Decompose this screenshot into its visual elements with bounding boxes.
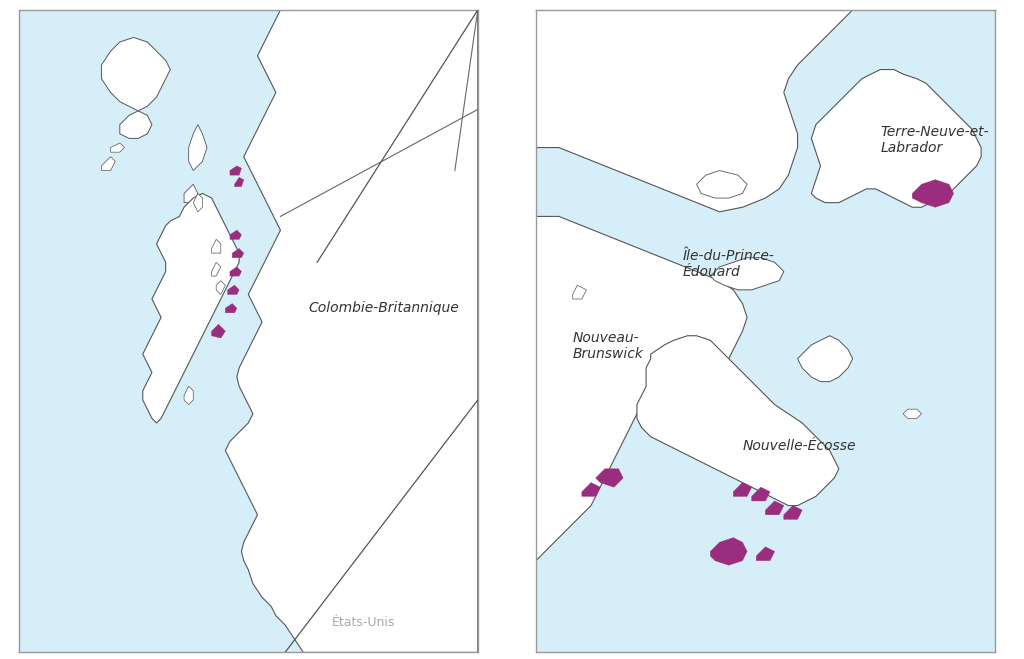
Polygon shape (230, 267, 242, 276)
Polygon shape (179, 216, 194, 230)
Polygon shape (230, 230, 242, 239)
Polygon shape (912, 180, 953, 207)
Polygon shape (225, 304, 237, 313)
Polygon shape (120, 111, 152, 138)
Polygon shape (101, 38, 170, 111)
Polygon shape (711, 538, 748, 565)
Polygon shape (184, 386, 194, 405)
Polygon shape (903, 409, 922, 418)
Polygon shape (184, 185, 198, 203)
Polygon shape (596, 469, 624, 487)
Polygon shape (101, 157, 116, 171)
Polygon shape (637, 335, 839, 505)
Text: Colombie-Britannique: Colombie-Britannique (308, 301, 459, 315)
Polygon shape (194, 194, 203, 212)
Polygon shape (216, 281, 225, 295)
Polygon shape (142, 194, 240, 423)
Polygon shape (230, 166, 242, 175)
Polygon shape (227, 285, 240, 295)
Polygon shape (766, 501, 783, 515)
Text: États-Unis: États-Unis (332, 616, 394, 629)
Polygon shape (234, 177, 244, 186)
Polygon shape (757, 547, 774, 561)
Polygon shape (212, 324, 225, 338)
Polygon shape (696, 171, 748, 198)
Polygon shape (752, 487, 770, 501)
Polygon shape (572, 285, 587, 299)
Polygon shape (582, 482, 600, 496)
Polygon shape (536, 216, 748, 652)
Polygon shape (711, 258, 783, 290)
Polygon shape (170, 239, 184, 253)
Polygon shape (811, 70, 981, 207)
Polygon shape (232, 248, 244, 258)
Polygon shape (225, 10, 478, 652)
Polygon shape (783, 505, 802, 519)
Text: Nouvelle-Écosse: Nouvelle-Écosse (742, 439, 856, 453)
Polygon shape (212, 239, 221, 253)
Polygon shape (798, 335, 853, 382)
Polygon shape (188, 125, 207, 171)
Polygon shape (212, 262, 221, 276)
Polygon shape (733, 482, 752, 496)
Text: Nouveau-
Brunswick: Nouveau- Brunswick (572, 331, 643, 361)
Polygon shape (536, 10, 853, 212)
Polygon shape (111, 143, 124, 152)
Text: Terre-Neuve-et-
Labrador: Terre-Neuve-et- Labrador (881, 125, 989, 155)
Text: Île-du-Prince-
Édouard: Île-du-Prince- Édouard (683, 248, 775, 279)
